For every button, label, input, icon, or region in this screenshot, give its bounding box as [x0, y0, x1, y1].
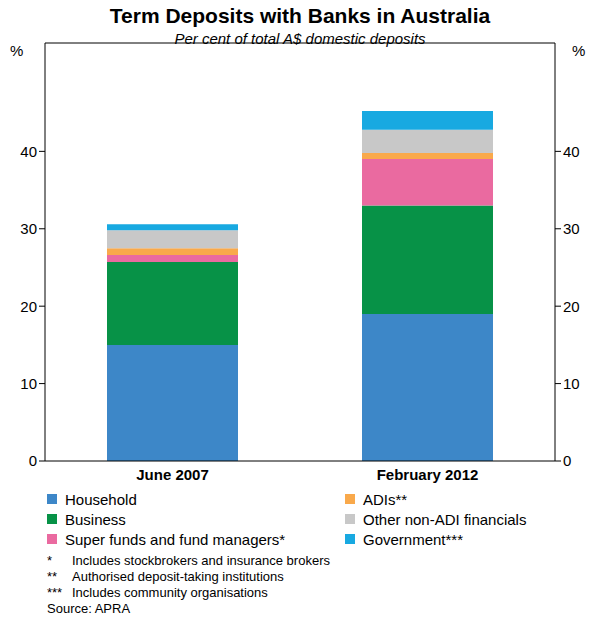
html-text:Includes stockbrokers and insu: Includes stockbrokers and insurance brok… — [72, 553, 330, 568]
svg-text:0: 0 — [29, 452, 37, 469]
html-text:Source: APRA: Source: APRA — [47, 601, 131, 616]
svg-text:10: 10 — [563, 375, 580, 392]
svg-text:30: 30 — [563, 220, 580, 237]
html-text:ADIs**: ADIs** — [363, 490, 408, 508]
html-text:Household: Household — [65, 490, 137, 508]
html-text:Government***: Government*** — [363, 530, 464, 548]
html-text:Term Deposits with Banks in Au: Term Deposits with Banks in Australia — [109, 4, 491, 27]
html-text:Business: Business — [65, 510, 126, 528]
svg-text:40: 40 — [20, 143, 37, 160]
svg-text:30: 30 — [20, 220, 37, 237]
html-text:Super funds and fund managers*: Super funds and fund managers* — [65, 530, 286, 548]
html-text:Other non-ADI financials: Other non-ADI financials — [363, 510, 527, 528]
svg-text:0: 0 — [563, 452, 571, 469]
svg-text:20: 20 — [20, 298, 37, 315]
svg-text:20: 20 — [563, 298, 580, 315]
svg-text:10: 10 — [20, 375, 37, 392]
svg-text:40: 40 — [563, 143, 580, 160]
html-text:Includes community organisatio: Includes community organisations — [72, 585, 268, 600]
html-text:Authorised deposit-taking inst: Authorised deposit-taking institutions — [72, 569, 284, 584]
html-text:Per cent of total A$ domestic: Per cent of total A$ domestic deposits — [174, 30, 426, 47]
svg-text:June 2007: June 2007 — [136, 466, 209, 483]
svg-text:February 2012: February 2012 — [377, 466, 479, 483]
